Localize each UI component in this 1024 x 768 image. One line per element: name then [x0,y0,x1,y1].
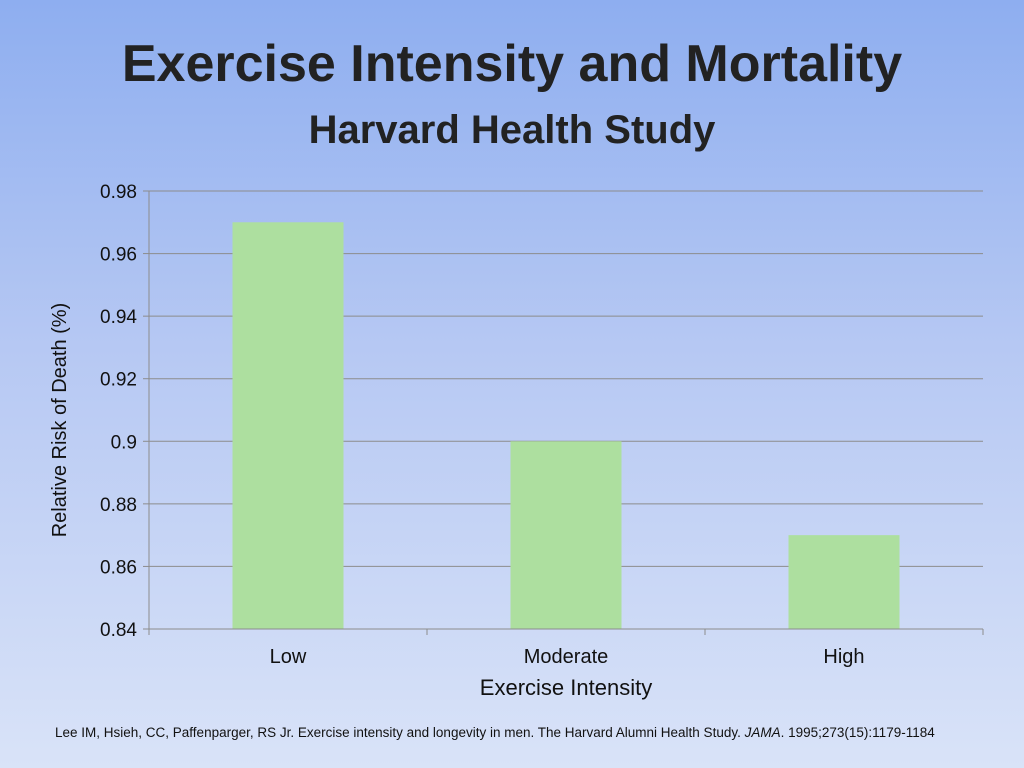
y-tick-label: 0.9 [111,432,137,453]
citation-details: . 1995;273(15):1179-1184 [780,725,935,740]
bar-chart: 0.98 0.96 0.94 0.92 0.9 0.88 0.86 0.84 Low Moder… [49,182,984,700]
y-tick-label: 0.86 [100,557,137,578]
x-tick-label: Moderate [524,646,609,668]
y-tick-label: 0.88 [100,495,137,516]
x-tick-label: High [823,646,864,668]
bars [232,222,900,630]
axes [148,191,984,635]
x-tick-labels: Low Moderate High [270,646,865,668]
y-tick-label: 0.92 [100,370,137,391]
y-tick-label: 0.96 [100,245,137,266]
bar-low [232,222,344,630]
citation-text: Lee IM, Hsieh, CC, Paffenparger, RS Jr. … [55,725,745,740]
y-tick-labels: 0.98 0.96 0.94 0.92 0.9 0.88 0.86 0.84 [100,182,137,641]
y-axis-label: Relative Risk of Death (%) [49,303,71,538]
bar-moderate [510,441,622,629]
slide-subtitle: Harvard Health Study [308,108,716,152]
y-tick-label: 0.84 [100,620,137,641]
citation-journal: JAMA [744,725,781,740]
y-tick-label: 0.94 [100,307,137,328]
y-tick-label: 0.98 [100,182,137,203]
citation: Lee IM, Hsieh, CC, Paffenparger, RS Jr. … [55,724,985,742]
x-axis-label: Exercise Intensity [480,675,652,700]
bar-high [788,535,900,629]
x-tick-label: Low [270,646,307,668]
slide-title: Exercise Intensity and Mortality [121,35,903,93]
